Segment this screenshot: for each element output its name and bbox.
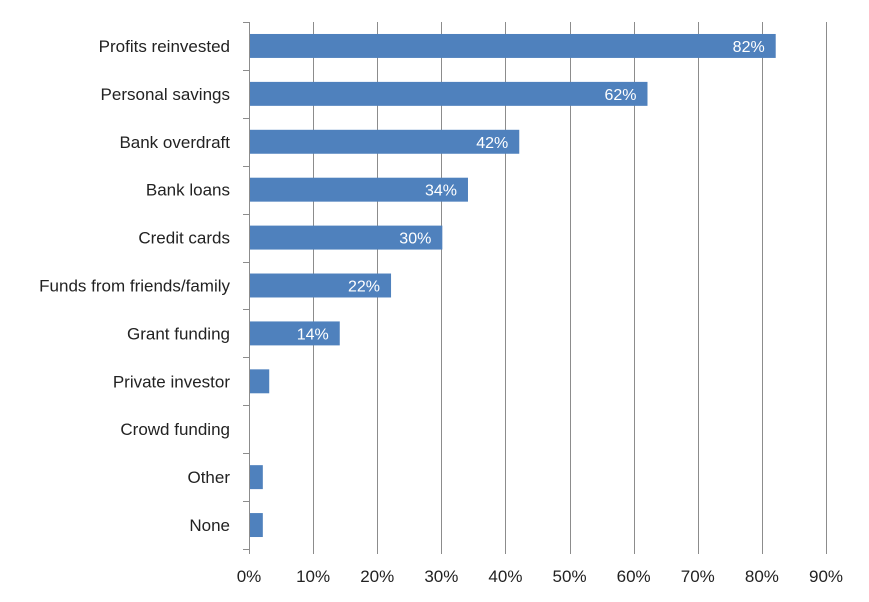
category-label: Funds from friends/family [39,277,230,296]
x-tick-label: 90% [809,567,843,586]
category-label: Bank overdraft [119,133,230,152]
x-tick-label: 60% [617,567,651,586]
category-labels: Profits reinvested Personal savings Bank o… [39,37,230,535]
category-label: Personal savings [101,85,230,104]
x-tick-label: 20% [360,567,394,586]
bar [250,177,468,202]
category-label: Crowd funding [120,420,230,439]
category-label: Private investor [113,372,230,391]
bar [250,321,340,346]
x-tick-label: 40% [488,567,522,586]
x-tick-label: 30% [424,567,458,586]
data-label: 30% [399,231,431,248]
category-label: Credit cards [138,229,230,248]
bars [250,33,776,538]
x-tick-label: 80% [745,567,779,586]
category-label: None [189,516,230,535]
data-label: 82% [733,39,765,56]
data-labels: 82% 62% 42% 34% 30% 22% 14% [297,39,765,343]
data-label: 62% [604,87,636,104]
x-tick-label: 70% [681,567,715,586]
category-label: Bank loans [146,181,230,200]
data-label: 34% [425,183,457,200]
bar [250,33,776,58]
bar [250,465,263,490]
y-axis [243,22,827,554]
bar [250,129,520,154]
bar [250,273,392,298]
bar [250,369,270,394]
x-tick-label: 10% [296,567,330,586]
data-label: 14% [297,326,329,343]
bar [250,513,263,538]
x-tick-label: 50% [553,567,587,586]
category-label: Grant funding [127,324,230,343]
gridlines [313,22,827,549]
category-label: Other [187,468,230,487]
x-tick-label: 0% [237,567,262,586]
category-label: Profits reinvested [99,37,230,56]
x-tick-labels: 0% 10% 20% 30% 40% 50% 60% 70% 80% 90% [237,567,843,586]
bar [250,81,648,106]
data-label: 22% [348,279,380,296]
data-label: 42% [476,135,508,152]
bar [250,225,443,250]
